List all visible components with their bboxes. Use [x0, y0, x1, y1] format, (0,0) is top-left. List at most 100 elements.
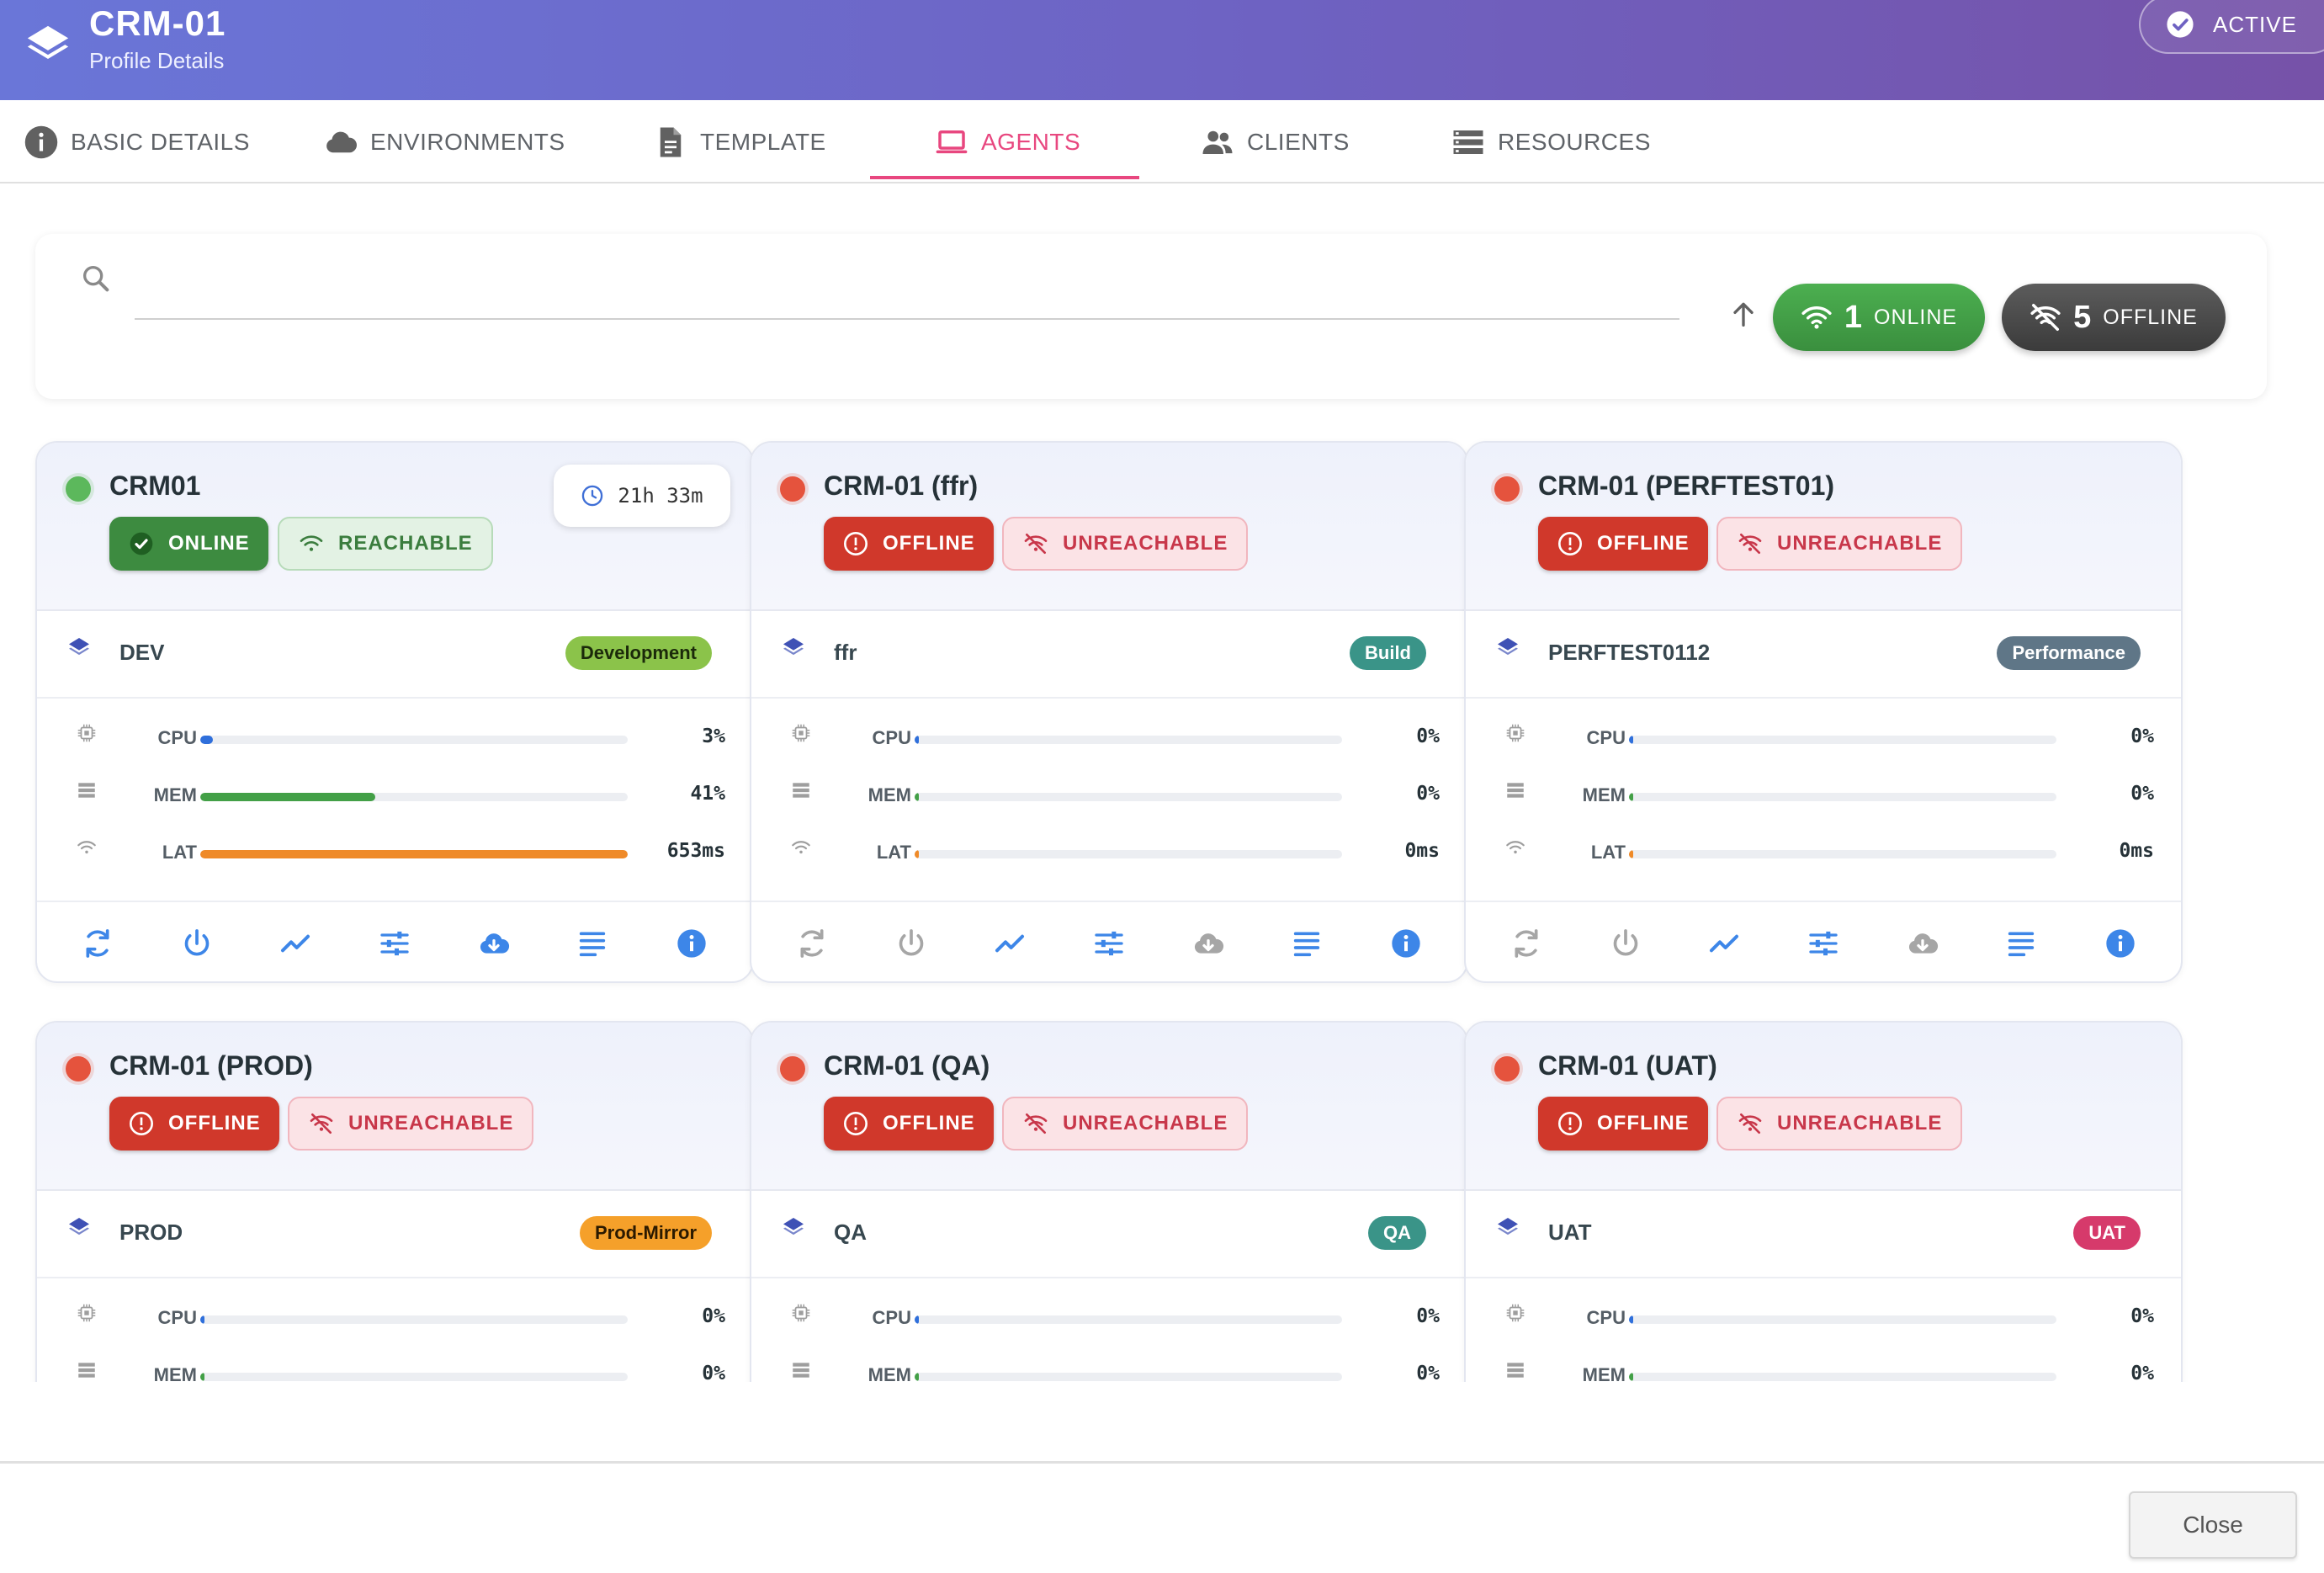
metric-value: 0% [1416, 1363, 1440, 1382]
refresh-button[interactable] [81, 927, 114, 960]
tab-template[interactable]: TEMPLATE [653, 100, 826, 183]
info-button[interactable] [1389, 927, 1423, 960]
reachability-chip: UNREACHABLE [1716, 1097, 1963, 1151]
tune-button[interactable] [378, 927, 411, 960]
agent-actions-toolbar [751, 901, 1467, 981]
active-status-chip[interactable]: ACTIVE [2139, 0, 2324, 54]
reachability-chip: REACHABLE [278, 517, 493, 571]
info-icon [1392, 929, 1420, 958]
metric-bar-fill [915, 736, 920, 744]
environment-name: UAT [1548, 1220, 1592, 1245]
environment-type-badge: QA [1368, 1216, 1426, 1250]
logs-list-button[interactable] [576, 927, 609, 960]
offline-count-button[interactable]: 5 OFFLINE [2002, 284, 2226, 351]
agent-name: CRM-01 (PERFTEST01) [1538, 470, 1835, 501]
environment-name: QA [834, 1220, 867, 1245]
signal-latency-icon [77, 841, 96, 854]
laptop-icon [936, 130, 968, 153]
layers-icon [783, 638, 804, 656]
tab-agents[interactable]: AGENTS [934, 100, 1080, 183]
metric-cpu: CPU 0% [37, 1302, 752, 1336]
agent-card-header: CRM-01 (QA) OFFLINE UNREACHABLE [751, 1023, 1467, 1191]
chart-trend-button[interactable] [1707, 927, 1741, 960]
metric-value: 0% [1416, 1305, 1440, 1327]
wifi-off-icon [1024, 534, 1048, 554]
metric-bar-track [915, 793, 1342, 801]
cpu-chip-icon [1506, 1304, 1525, 1322]
power-icon [1613, 929, 1637, 956]
refresh-button[interactable] [1510, 927, 1543, 960]
metric-bar-track [200, 850, 628, 858]
agent-card[interactable]: CRM-01 (UAT) OFFLINE UNREACHABLE UAT UAT CPU 0… [1464, 1021, 2183, 1382]
alert-circle-icon [844, 1112, 868, 1135]
environment-type-badge: Performance [1997, 636, 2141, 670]
metric-value: 0% [2130, 725, 2154, 747]
cloud-download-button[interactable] [477, 927, 511, 960]
metric-bar-fill [915, 1315, 920, 1324]
connection-status-chip: OFFLINE [824, 517, 994, 571]
memory-storage-icon [78, 783, 95, 798]
alert-circle-icon [130, 1112, 153, 1135]
chart-trend-button[interactable] [993, 927, 1027, 960]
sort-ascending-icon[interactable] [1727, 297, 1760, 331]
metric-lat: LAT 653ms [37, 837, 752, 870]
agent-search-panel: 1 ONLINE 5 OFFLINE [35, 234, 2267, 399]
power-button[interactable] [1609, 927, 1642, 960]
layers-icon [1498, 638, 1518, 656]
metric-bar-fill [915, 1373, 920, 1381]
agent-card[interactable]: CRM01 ONLINE REACHABLE 21h 33m DEV Developmen… [35, 441, 754, 983]
refresh-button[interactable] [795, 927, 829, 960]
tab-label: RESOURCES [1498, 128, 1651, 155]
agent-name: CRM01 [109, 470, 201, 501]
agent-name: CRM-01 (QA) [824, 1050, 990, 1081]
connection-status-chip: ONLINE [109, 517, 268, 571]
metric-mem: MEM 0% [1466, 1359, 2181, 1382]
tab-clients[interactable]: CLIENTS [1200, 100, 1350, 183]
info-button[interactable] [675, 927, 708, 960]
chart-trend-button[interactable] [279, 927, 312, 960]
agent-card[interactable]: CRM-01 (QA) OFFLINE UNREACHABLE QA QA CPU 0% ME… [750, 1021, 1468, 1382]
agent-card-header: CRM-01 (ffr) OFFLINE UNREACHABLE [751, 443, 1467, 611]
tab-environments[interactable]: ENVIRONMENTS [323, 100, 565, 183]
agent-card-header: CRM-01 (PERFTEST01) OFFLINE UNREACHABLE [1466, 443, 2181, 611]
cloud-download-icon [1194, 933, 1223, 954]
info-button[interactable] [2104, 927, 2137, 960]
active-status-label: ACTIVE [2213, 11, 2297, 37]
metric-bar-fill [1629, 793, 1634, 801]
environment-row: DEV Development [37, 611, 752, 699]
close-button[interactable]: Close [2129, 1491, 2297, 1559]
metric-label: LAT [162, 842, 197, 863]
metric-value: 0% [1416, 783, 1440, 805]
metric-bar-track [1629, 1373, 2056, 1381]
search-input[interactable] [135, 259, 1679, 320]
metric-label: MEM [153, 784, 197, 805]
chart-trend-icon [281, 934, 310, 953]
tune-icon [1809, 931, 1838, 956]
logs-list-button[interactable] [1290, 927, 1324, 960]
reachability-label: UNREACHABLE [348, 1112, 514, 1135]
status-dot [780, 476, 805, 502]
wifi-off-icon [310, 1113, 333, 1134]
cloud-download-button[interactable] [1191, 927, 1225, 960]
power-button[interactable] [180, 927, 214, 960]
reachability-label: UNREACHABLE [1063, 1112, 1228, 1135]
online-count-label: ONLINE [1874, 305, 1958, 329]
tune-button[interactable] [1807, 927, 1840, 960]
tune-button[interactable] [1092, 927, 1126, 960]
online-count-button[interactable]: 1 ONLINE [1773, 284, 1985, 351]
reachability-label: UNREACHABLE [1777, 532, 1943, 555]
agent-card[interactable]: CRM-01 (PERFTEST01) OFFLINE UNREACHABLE PER… [1464, 441, 2183, 983]
online-count: 1 [1844, 299, 1863, 335]
logs-list-button[interactable] [2004, 927, 2038, 960]
agent-card[interactable]: CRM-01 (ffr) OFFLINE UNREACHABLE ffr Build CP… [750, 441, 1468, 983]
agent-card[interactable]: CRM-01 (PROD) OFFLINE UNREACHABLE PROD Prod-… [35, 1021, 754, 1382]
cloud-download-button[interactable] [1906, 927, 1939, 960]
tab-resources[interactable]: RESOURCES [1451, 100, 1651, 183]
power-button[interactable] [894, 927, 928, 960]
alert-circle-icon [1558, 532, 1582, 555]
agent-card-grid[interactable]: CRM01 ONLINE REACHABLE 21h 33m DEV Developmen… [0, 421, 2324, 1382]
tab-basic-details[interactable]: BASIC DETAILS [24, 100, 250, 183]
metric-bar-track [915, 736, 1342, 744]
metric-bar-track [1629, 1315, 2056, 1324]
info-icon [677, 929, 706, 958]
